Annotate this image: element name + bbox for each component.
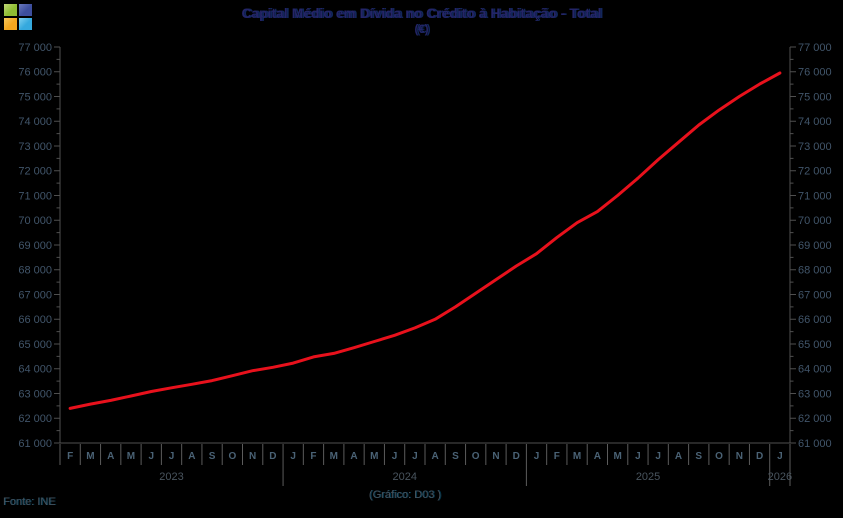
month-tick-label: A [188,451,195,462]
month-tick-label: M [573,451,581,462]
year-tick-label: 2026 [768,471,792,483]
month-tick-label: D [513,451,520,462]
month-tick-label: J [169,451,175,462]
y-tick-label-right: 63 000 [798,388,832,400]
month-tick-label: F [554,451,560,462]
y-tick-label-right: 67 000 [798,289,832,301]
logo-square-indigo [19,4,32,16]
month-tick-label: S [695,451,702,462]
month-tick-label: M [127,451,135,462]
month-tick-label: O [228,451,236,462]
y-tick-label-right: 64 000 [798,364,832,376]
month-tick-label: A [675,451,682,462]
logo-square-amber [4,18,17,30]
source-label: Fonte: INE [3,496,56,508]
month-tick-label: J [148,451,154,462]
month-tick-label: J [534,451,540,462]
month-tick-label: A [107,451,114,462]
y-tick-label-left: 71 000 [18,190,52,202]
y-tick-label-left: 74 000 [18,116,52,128]
y-tick-label-right: 65 000 [798,339,832,351]
y-tick-label-left: 76 000 [18,67,52,79]
month-tick-label: J [635,451,641,462]
y-tick-label-right: 68 000 [798,265,832,277]
series-line [68,71,782,410]
month-tick-label: J [655,451,661,462]
month-tick-label: M [86,451,94,462]
month-tick-label: M [330,451,338,462]
y-tick-label-right: 77 000 [798,42,832,54]
logo-square-sky [19,18,32,30]
y-tick-label-left: 62 000 [18,413,52,425]
month-tick-label: J [290,451,296,462]
month-tick-label: J [777,451,783,462]
month-tick-label: J [392,451,398,462]
month-tick-label: S [209,451,216,462]
chart-unit-label: (€) [414,24,429,36]
y-tick-label-right: 69 000 [798,240,832,252]
month-tick-label: D [756,451,763,462]
year-tick-label: 2023 [159,471,183,483]
y-tick-label-left: 77 000 [18,42,52,54]
month-tick-label: A [350,451,357,462]
year-tick-label: 2024 [392,471,416,483]
y-tick-label-left: 63 000 [18,388,52,400]
y-tick-label-left: 75 000 [18,91,52,103]
month-tick-label: N [736,451,743,462]
y-tick-label-left: 64 000 [18,364,52,376]
y-tick-label-left: 65 000 [18,339,52,351]
y-tick-label-left: 69 000 [18,240,52,252]
month-tick-label: A [594,451,601,462]
y-tick-label-right: 73 000 [798,141,832,153]
chart-code-note: (Gráfico: D03 ) [368,489,442,501]
y-tick-label-left: 70 000 [18,215,52,227]
month-tick-label: F [67,451,73,462]
y-tick-label-right: 70 000 [798,215,832,227]
y-tick-label-left: 68 000 [18,265,52,277]
month-tick-label: S [452,451,459,462]
y-tick-label-right: 71 000 [798,190,832,202]
y-tick-label-left: 72 000 [18,166,52,178]
month-tick-label: D [269,451,276,462]
month-tick-label: M [613,451,621,462]
y-tick-label-right: 74 000 [798,116,832,128]
y-tick-label-right: 66 000 [798,314,832,326]
logo-square-green [4,4,17,16]
y-tick-label-right: 76 000 [798,67,832,79]
y-tick-label-left: 67 000 [18,289,52,301]
month-tick-label: A [432,451,439,462]
month-tick-label: O [715,451,723,462]
chart-title: Capital Médio em Dívida no Crédito à Hab… [241,6,602,21]
ine-logo [4,4,32,30]
y-tick-label-right: 72 000 [798,166,832,178]
y-tick-label-right: 61 000 [798,438,832,450]
year-tick-label: 2025 [636,471,660,483]
month-tick-label: J [412,451,418,462]
month-tick-label: F [310,451,316,462]
y-tick-label-left: 61 000 [18,438,52,450]
y-tick-label-left: 73 000 [18,141,52,153]
month-tick-label: O [472,451,480,462]
month-tick-label: N [249,451,256,462]
y-tick-label-left: 66 000 [18,314,52,326]
month-tick-label: N [492,451,499,462]
month-tick-label: M [370,451,378,462]
y-tick-label-right: 75 000 [798,91,832,103]
y-tick-label-right: 62 000 [798,413,832,425]
